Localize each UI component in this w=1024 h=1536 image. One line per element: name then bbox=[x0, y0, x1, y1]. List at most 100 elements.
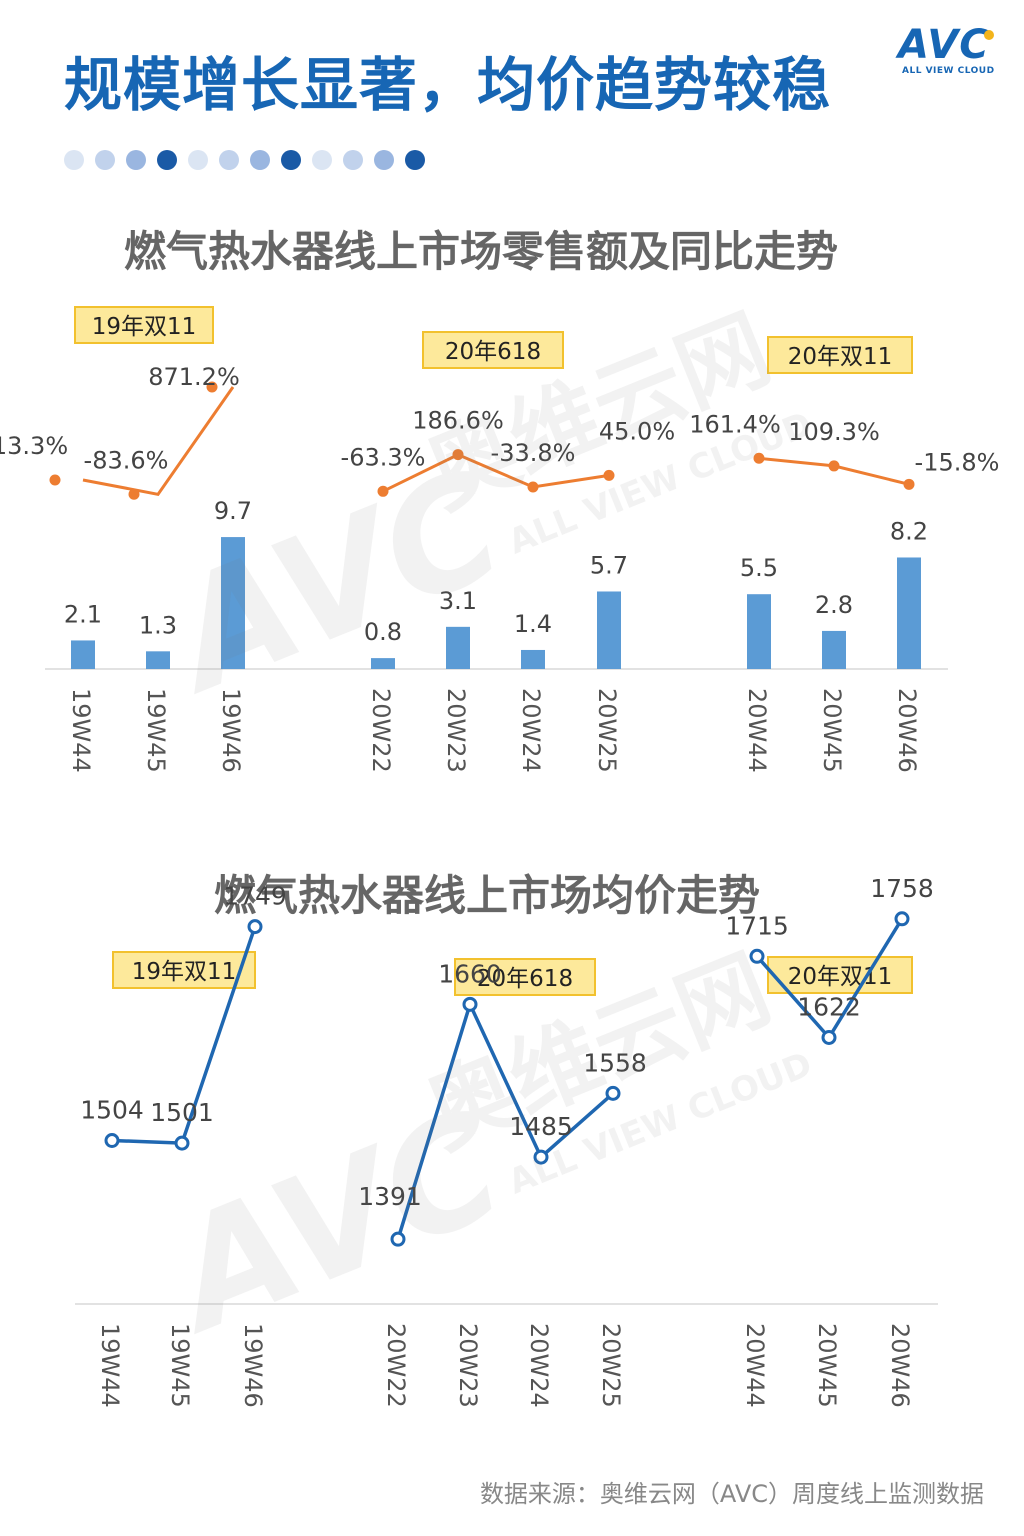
price-value-label: 1660 bbox=[438, 959, 502, 988]
x-tick-label: 19W44 bbox=[96, 1323, 124, 1408]
bar bbox=[146, 651, 170, 669]
price-value-label: 1749 bbox=[223, 882, 287, 911]
x-tick-label: 20W23 bbox=[442, 688, 470, 773]
x-tick-label: 19W45 bbox=[142, 688, 170, 773]
period-label: 20年双11 bbox=[767, 956, 913, 994]
yoy-point bbox=[903, 478, 915, 490]
x-tick-label: 19W46 bbox=[217, 688, 245, 773]
avc-logo: AVC ALL VIEW CLOUD bbox=[898, 22, 1008, 82]
x-tick-label: 20W44 bbox=[741, 1323, 769, 1408]
period-label-box bbox=[767, 336, 913, 374]
yoy-line bbox=[82, 386, 235, 496]
x-tick-label: 20W44 bbox=[743, 688, 771, 773]
yoy-value-label: 109.3% bbox=[788, 418, 880, 446]
deco-dot bbox=[281, 150, 301, 170]
period-label-box bbox=[74, 306, 214, 344]
yoy-point bbox=[377, 485, 389, 497]
bar-value-label: 9.7 bbox=[214, 497, 252, 525]
chart2-title: 燃气热水器线上市场均价走势 bbox=[214, 871, 761, 920]
period-label: 20年双11 bbox=[767, 336, 913, 374]
x-tick-label: 20W23 bbox=[454, 1323, 482, 1408]
price-point bbox=[605, 1085, 621, 1101]
x-tick-label: 19W44 bbox=[67, 688, 95, 773]
bar-value-label: 5.5 bbox=[740, 554, 778, 582]
bar-value-label: 2.1 bbox=[64, 600, 102, 628]
bar bbox=[822, 630, 846, 669]
yoy-value-label: -15.8% bbox=[915, 448, 1000, 476]
bar bbox=[521, 649, 545, 669]
deco-dot bbox=[126, 150, 146, 170]
period-label-text: 20年双11 bbox=[788, 964, 893, 990]
price-point bbox=[174, 1135, 190, 1151]
bar bbox=[221, 537, 245, 669]
x-tick-label: 20W46 bbox=[893, 688, 921, 773]
yoy-value-label: 161.4% bbox=[689, 410, 781, 438]
price-point bbox=[247, 919, 263, 935]
decorative-dots bbox=[64, 150, 444, 170]
bar bbox=[71, 640, 95, 669]
x-tick-label: 20W45 bbox=[813, 1323, 841, 1408]
bar-value-label: 3.1 bbox=[439, 587, 477, 615]
price-value-label: 1391 bbox=[358, 1182, 422, 1211]
x-tick-label: 20W25 bbox=[597, 1323, 625, 1408]
price-chart: 19年双11 20年618 20年双11 1504 1501 1749 1391 1660 14… bbox=[75, 874, 938, 1408]
period-label-text: 19年双11 bbox=[92, 314, 197, 340]
period-label-box bbox=[454, 958, 596, 996]
bar-value-label: 5.7 bbox=[590, 551, 628, 579]
price-point bbox=[104, 1133, 120, 1149]
deco-dot bbox=[343, 150, 363, 170]
yoy-point bbox=[206, 381, 218, 393]
sales-chart: 19年双11 20年618 20年双11 2.1 1.3 9.7 0.8 3.1 1.4 5.7 5… bbox=[0, 306, 1000, 773]
logo-subtitle: ALL VIEW CLOUD bbox=[902, 66, 995, 76]
x-tick-label: 20W22 bbox=[382, 1323, 410, 1408]
bar bbox=[597, 591, 621, 669]
bar bbox=[446, 626, 470, 669]
yoy-point bbox=[753, 452, 765, 464]
period-label: 19年双11 bbox=[74, 306, 214, 344]
price-value-label: 1501 bbox=[150, 1098, 214, 1127]
price-point bbox=[821, 1029, 837, 1045]
bar bbox=[897, 557, 921, 669]
deco-dot bbox=[95, 150, 115, 170]
yoy-value-label: -83.6% bbox=[84, 446, 169, 474]
x-tick-label: 20W24 bbox=[525, 1323, 553, 1408]
x-tick-label: 20W24 bbox=[517, 688, 545, 773]
period-label-box bbox=[112, 951, 256, 989]
bar bbox=[747, 594, 771, 669]
deco-dot bbox=[64, 150, 84, 170]
yoy-value-label: 186.6% bbox=[412, 407, 504, 435]
logo-text: AVC bbox=[898, 22, 990, 68]
yoy-value-label: 13.3% bbox=[0, 432, 68, 460]
period-label: 19年双11 bbox=[112, 951, 256, 989]
x-tick-label: 19W46 bbox=[239, 1323, 267, 1408]
logo-dot-icon bbox=[984, 30, 994, 40]
price-value-label: 1504 bbox=[80, 1096, 144, 1125]
data-source-note: 数据来源：奥维云网（AVC）周度线上监测数据 bbox=[479, 1480, 984, 1508]
deco-dot bbox=[250, 150, 270, 170]
x-tick-label: 19W45 bbox=[166, 1323, 194, 1408]
yoy-value-label: -33.8% bbox=[491, 439, 576, 467]
bar-value-label: 0.8 bbox=[364, 618, 402, 646]
price-point bbox=[462, 996, 478, 1012]
chart1-title: 燃气热水器线上市场零售额及同比走势 bbox=[124, 227, 839, 276]
yoy-line bbox=[382, 452, 610, 493]
x-tick-label: 20W25 bbox=[593, 688, 621, 773]
period-label-text: 20年618 bbox=[477, 966, 573, 992]
yoy-value-label: 45.0% bbox=[599, 417, 675, 445]
deco-dot bbox=[405, 150, 425, 170]
deco-dot bbox=[312, 150, 332, 170]
yoy-point bbox=[527, 481, 539, 493]
x-tick-label: 20W22 bbox=[367, 688, 395, 773]
bar-value-label: 2.8 bbox=[815, 591, 853, 619]
price-point bbox=[894, 911, 910, 927]
deco-dot bbox=[219, 150, 239, 170]
yoy-point bbox=[49, 474, 61, 486]
yoy-point bbox=[828, 460, 840, 472]
period-label: 20年618 bbox=[454, 958, 596, 996]
yoy-point bbox=[128, 488, 140, 500]
period-label-text: 20年双11 bbox=[788, 344, 893, 370]
yoy-point bbox=[603, 469, 615, 481]
period-label-box bbox=[767, 956, 913, 994]
bar-value-label: 8.2 bbox=[890, 517, 928, 545]
price-value-label: 1622 bbox=[797, 992, 861, 1021]
